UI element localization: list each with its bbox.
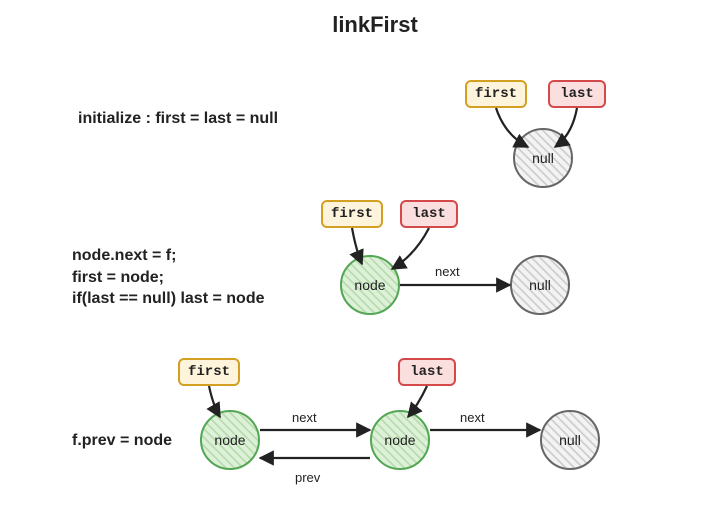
node-label: node (354, 277, 385, 293)
pointer-label: first (188, 364, 230, 380)
pointer-label: first (475, 86, 517, 102)
edge-label: prev (295, 470, 320, 485)
node-label: node (384, 432, 415, 448)
node-label: null (559, 432, 581, 448)
pointer-last-1: last (548, 80, 606, 108)
node-green-3a: node (200, 410, 260, 470)
pointer-label: last (412, 206, 446, 222)
caption-initialize: initialize : first = last = null (78, 108, 278, 130)
pointer-label: last (410, 364, 444, 380)
caption-linkfirst-code: node.next = f; first = node; if(last == … (72, 245, 264, 310)
edge-label: next (292, 410, 317, 425)
node-null-2: null (510, 255, 570, 315)
pointer-last-3: last (398, 358, 456, 386)
edge-label: next (435, 264, 460, 279)
node-label: null (529, 277, 551, 293)
node-label: node (214, 432, 245, 448)
node-null-1: null (513, 128, 573, 188)
edge-label: next (460, 410, 485, 425)
caption-fprev: f.prev = node (72, 430, 172, 452)
node-null-3: null (540, 410, 600, 470)
node-green-3b: node (370, 410, 430, 470)
diagram-stage: linkFirst initialize : first = last = nu… (0, 0, 720, 514)
pointer-label: last (560, 86, 594, 102)
diagram-title: linkFirst (300, 12, 450, 38)
node-green-2: node (340, 255, 400, 315)
node-label: null (532, 150, 554, 166)
pointer-last-2: last (400, 200, 458, 228)
pointer-first-1: first (465, 80, 527, 108)
pointer-first-2: first (321, 200, 383, 228)
pointer-label: first (331, 206, 373, 222)
pointer-first-3: first (178, 358, 240, 386)
